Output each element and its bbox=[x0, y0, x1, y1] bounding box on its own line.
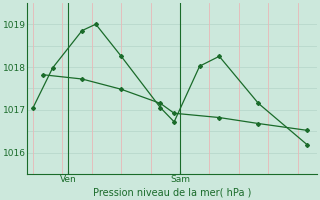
X-axis label: Pression niveau de la mer( hPa ): Pression niveau de la mer( hPa ) bbox=[93, 187, 252, 197]
